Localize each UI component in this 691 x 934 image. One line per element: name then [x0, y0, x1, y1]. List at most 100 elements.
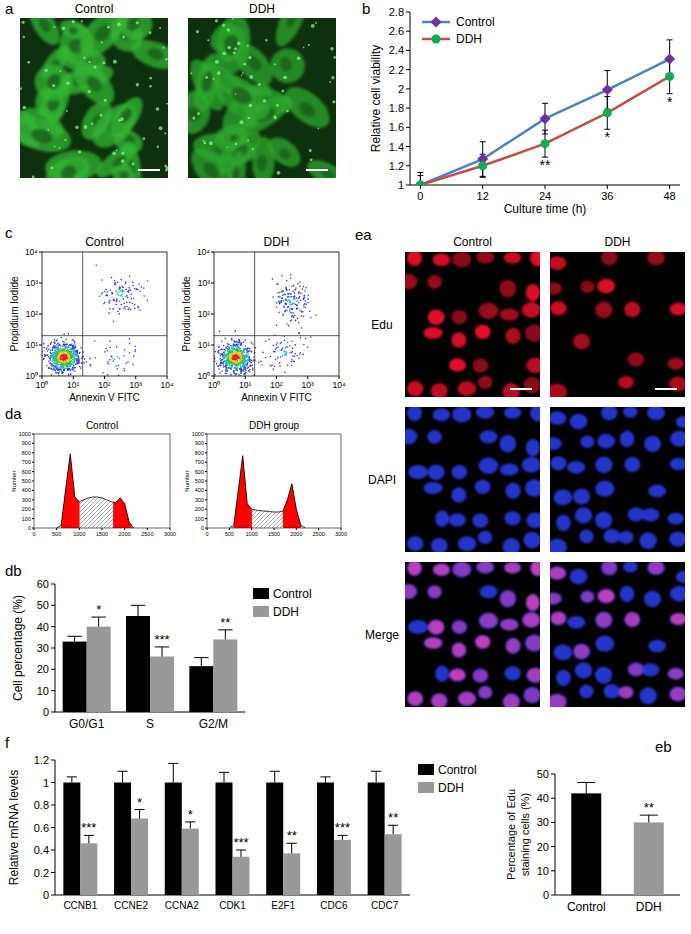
event-dot: [228, 352, 230, 354]
event-dot: [241, 358, 243, 360]
y-tick-label: 10¹: [26, 340, 38, 350]
event-dot: [111, 358, 113, 360]
event-dot: [237, 351, 239, 353]
speck: [196, 30, 199, 33]
event-dot: [59, 367, 61, 369]
event-dot: [62, 358, 64, 360]
event-dot: [73, 348, 75, 350]
event-dot: [61, 371, 63, 373]
event-dot: [73, 352, 75, 354]
event-dot: [123, 291, 125, 293]
event-dot: [218, 352, 220, 354]
event-dot: [287, 293, 289, 295]
event-dot: [237, 367, 239, 369]
speck: [156, 107, 160, 111]
cell-nucleus: [110, 153, 129, 170]
event-dot: [226, 370, 228, 372]
x-tick-label: 24: [539, 190, 551, 202]
event-dot: [251, 360, 253, 362]
event-dot: [230, 363, 232, 365]
event-dot: [50, 344, 52, 346]
cell: [23, 18, 66, 50]
event-dot: [51, 354, 53, 356]
speck: [303, 47, 305, 49]
event-dot: [247, 354, 249, 356]
event-dot: [55, 371, 57, 373]
event-dot: [225, 368, 227, 370]
event-dot: [66, 352, 68, 354]
event-dot: [278, 296, 280, 298]
event-dot: [231, 358, 233, 360]
speck: [330, 47, 333, 50]
event-dot: [249, 361, 251, 363]
event-dot: [234, 363, 236, 365]
speck: [309, 149, 312, 152]
event-dot: [235, 352, 237, 354]
cells: [188, 18, 336, 178]
speck: [22, 21, 25, 24]
event-dot: [236, 353, 238, 355]
event-dot: [62, 367, 64, 369]
event-dot: [245, 358, 247, 360]
event-dot: [241, 359, 243, 361]
event-dot: [281, 275, 283, 277]
event-dot: [136, 289, 138, 291]
speck: [333, 56, 336, 59]
event-dot: [64, 353, 66, 355]
event-dot: [240, 351, 242, 353]
cell-nucleus: [296, 99, 319, 121]
event-dot: [231, 367, 233, 369]
event-dot: [60, 358, 62, 360]
event-dot: [226, 354, 228, 356]
speck: [286, 110, 289, 113]
cell-nucleus: [222, 33, 240, 56]
speck: [315, 22, 317, 24]
event-dot: [238, 353, 240, 355]
significance: *: [667, 94, 673, 110]
event-dot: [66, 359, 68, 361]
point: [540, 113, 551, 124]
event-dot: [48, 368, 50, 370]
event-dot: [247, 359, 249, 361]
event-dot: [63, 360, 65, 362]
event-dot: [244, 359, 246, 361]
event-dot: [226, 365, 228, 367]
event-dot: [77, 362, 79, 364]
event-dot: [293, 298, 295, 300]
event-dot: [286, 303, 288, 305]
event-dot: [62, 367, 64, 369]
event-dot: [129, 289, 131, 291]
event-dot: [127, 297, 129, 299]
event-dot: [240, 367, 242, 369]
event-dot: [235, 351, 237, 353]
event-dot: [236, 373, 238, 375]
event-dot: [114, 359, 116, 361]
event-dot: [219, 364, 221, 366]
event-dot: [58, 356, 60, 358]
event-dot: [243, 368, 245, 370]
cell-nucleus: [146, 46, 166, 62]
event-dot: [53, 358, 55, 360]
cell: [206, 65, 277, 129]
event-dot: [117, 356, 119, 358]
event-dot: [65, 357, 67, 359]
speck: [252, 148, 254, 150]
event-dot: [64, 349, 66, 351]
y-tick: [406, 12, 410, 13]
event-dot: [57, 360, 59, 362]
event-dot: [227, 346, 229, 348]
event-dot: [60, 352, 62, 354]
event-dot: [260, 361, 262, 363]
event-dot: [227, 360, 229, 362]
event-dot: [242, 362, 244, 364]
event-dot: [56, 339, 58, 341]
speck: [311, 24, 315, 28]
event-dot: [66, 354, 68, 356]
event-dot: [77, 362, 79, 364]
event-dot: [45, 355, 47, 357]
event-dot: [95, 264, 97, 266]
event-dot: [236, 360, 238, 362]
event-dot: [227, 350, 229, 352]
event-dot: [233, 349, 235, 351]
speck: [132, 162, 135, 165]
